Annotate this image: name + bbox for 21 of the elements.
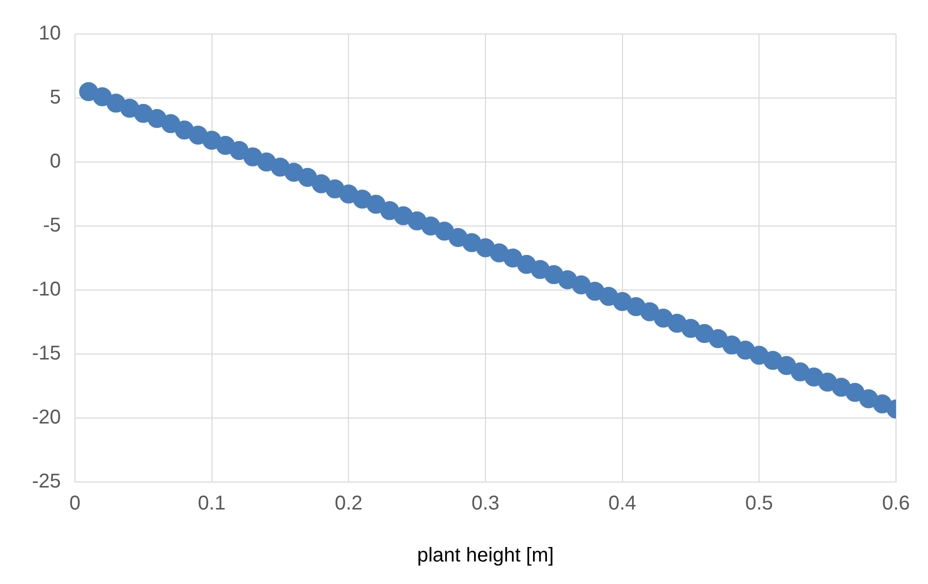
x-tick-label: 0.2: [334, 492, 363, 515]
y-tick-label: -20: [32, 406, 61, 429]
x-tick-label: 0.1: [198, 492, 226, 515]
x-tick-label: 0: [69, 492, 80, 515]
point: [161, 114, 180, 134]
y-tick-label: -10: [32, 278, 61, 301]
y-tick-label: -5: [43, 214, 61, 237]
x-tick-label: 0.5: [745, 492, 774, 515]
x-tick-label: 0.6: [882, 492, 910, 515]
point: [230, 140, 249, 160]
x-tick-label: 0.4: [608, 492, 636, 515]
y-tick-label: 10: [38, 22, 61, 45]
point: [298, 168, 318, 187]
y-tick-label: 5: [50, 86, 61, 109]
y-tick-label: -15: [32, 342, 61, 365]
y-tick-label: -25: [32, 470, 61, 493]
y-tick-label: 0: [50, 150, 61, 173]
point: [708, 329, 728, 348]
x-tick-label: 0.3: [472, 492, 500, 515]
point: [845, 382, 864, 402]
x-axis-title: plant height [m]: [417, 544, 554, 567]
